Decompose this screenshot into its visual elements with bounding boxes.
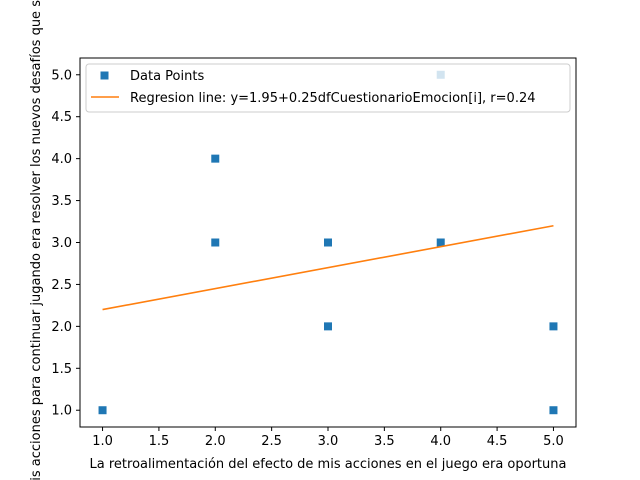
regression-line	[102, 224, 554, 311]
x-tick-label: 4.0	[430, 434, 451, 449]
y-tick-label: 1.0	[51, 404, 72, 419]
y-tick-label: 1.5	[51, 362, 72, 377]
x-tick-label: 1.5	[149, 434, 170, 449]
legend: Data Points Regresion line: y=1.95+0.25d…	[85, 63, 571, 113]
y-tick-label: 4.0	[51, 152, 72, 167]
legend-box	[85, 63, 571, 113]
x-tick-label: 5.0	[543, 434, 564, 449]
data-point	[211, 154, 220, 163]
data-point	[436, 238, 445, 247]
x-tick-label: 3.5	[374, 434, 395, 449]
x-tick-label: 4.5	[487, 434, 508, 449]
y-tick-label: 2.0	[51, 320, 72, 335]
x-axis-label: La retroalimentación del efecto de mis a…	[90, 457, 567, 472]
x-tick-label: 2.5	[261, 434, 282, 449]
legend-label-data-points: Data Points	[130, 69, 204, 84]
plot-area	[98, 70, 558, 415]
y-tick-label: 3.0	[51, 236, 72, 251]
y-tick-label: 5.0	[51, 68, 72, 83]
data-point	[324, 322, 332, 331]
x-axis: 1.0 1.5 2.0 2.5 3.0 3.5 4.0 4.5 5.0	[92, 427, 564, 449]
y-tick-label: 2.5	[51, 278, 72, 293]
y-axis: 1.0 1.5 2.0 2.5 3.0 3.5 4.0 4.5 5.0	[51, 68, 80, 419]
legend-label-regression-line: Regresion line: y=1.95+0.25dfCuestionari…	[130, 91, 536, 106]
data-point	[211, 238, 220, 247]
x-tick-label: 3.0	[318, 434, 339, 449]
data-point	[549, 322, 558, 331]
y-tick-label: 4.5	[51, 110, 72, 125]
data-point	[549, 406, 558, 415]
x-tick-label: 1.0	[92, 434, 113, 449]
y-axis-label: Mis acciones para continuar jugando era …	[29, 0, 44, 480]
data-point	[324, 238, 332, 247]
y-tick-label: 3.5	[51, 194, 72, 209]
x-tick-label: 2.0	[205, 434, 226, 449]
data-point	[98, 406, 107, 415]
legend-marker-data-points	[100, 71, 109, 80]
